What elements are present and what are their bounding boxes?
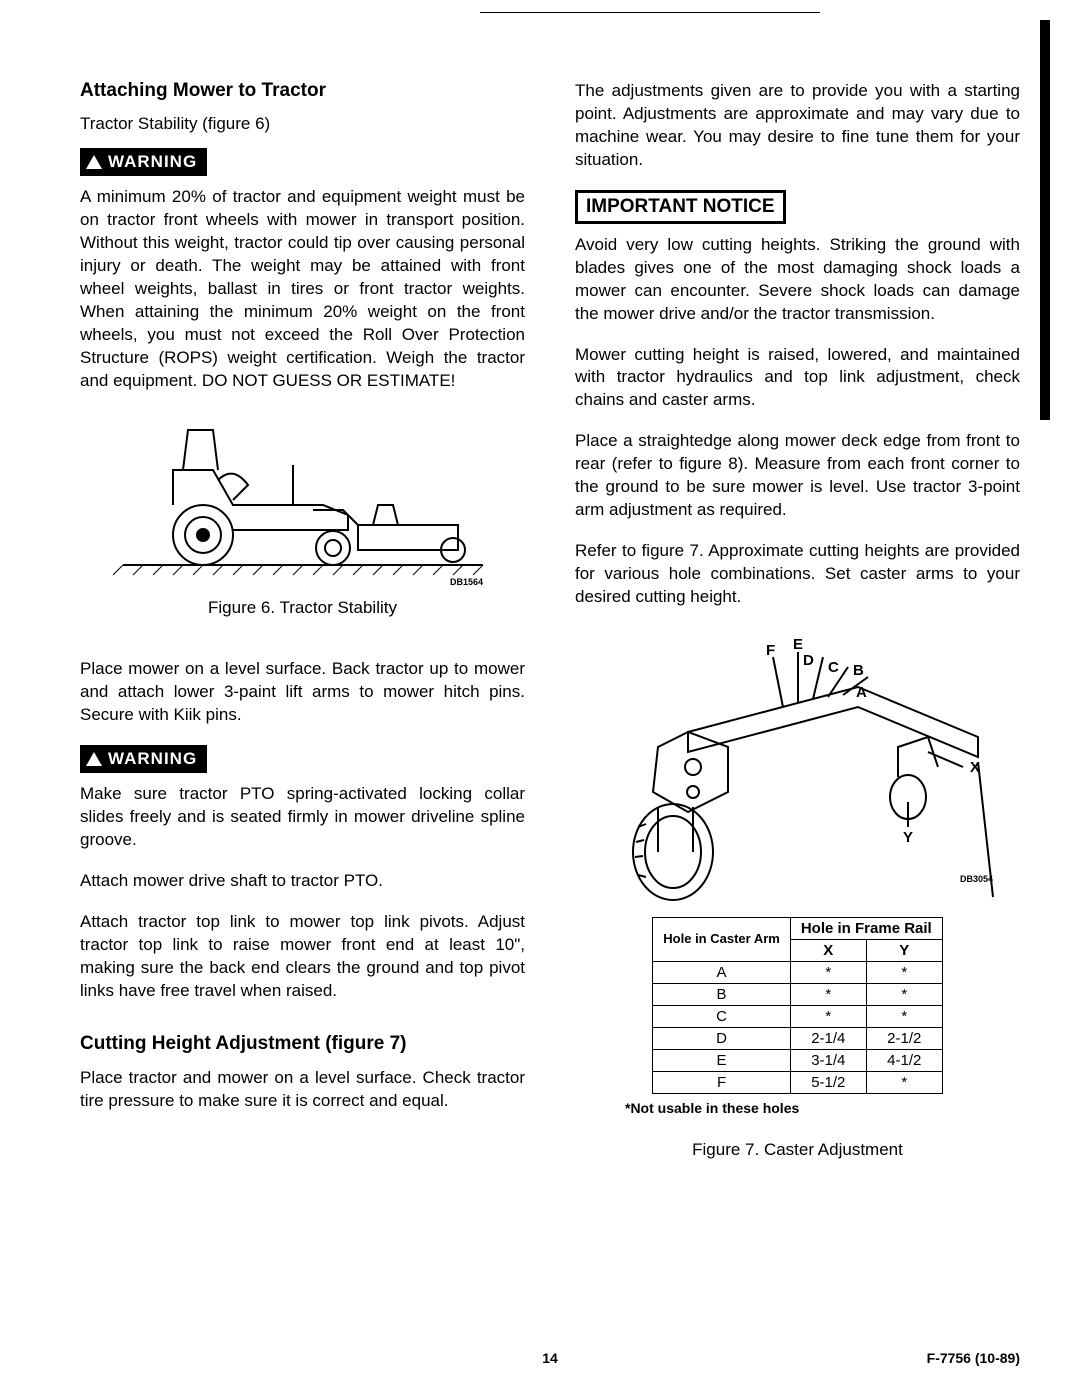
- page-edge-mark: [1040, 20, 1050, 420]
- heading-cutting-height: Cutting Height Adjustment (figure 7): [80, 1033, 525, 1055]
- para-top-link: Attach tractor top link to mower top lin…: [80, 911, 525, 1003]
- table-row: C**: [653, 1005, 942, 1027]
- warning-body-1: A minimum 20% of tractor and equipment w…: [80, 186, 525, 392]
- svg-text:A: A: [856, 684, 867, 701]
- col-y: Y: [866, 939, 942, 961]
- caster-adjustment-table: Hole in Caster Arm Hole in Frame Rail X …: [652, 917, 942, 1094]
- para-refer-fig7: Refer to figure 7. Approximate cutting h…: [575, 540, 1020, 609]
- warning-body-2: Make sure tractor PTO spring-activated l…: [80, 783, 525, 852]
- para-place-mower: Place mower on a level surface. Back tra…: [80, 658, 525, 727]
- right-column: The adjustments given are to provide you…: [575, 80, 1020, 1190]
- top-rule: [480, 12, 820, 13]
- col-group-header: Hole in Frame Rail: [790, 917, 942, 939]
- para-attach-shaft: Attach mower drive shaft to tractor PTO.: [80, 870, 525, 893]
- svg-text:C: C: [828, 659, 839, 676]
- figure-6-caption: Figure 6. Tractor Stability: [80, 598, 525, 618]
- subheading-stability: Tractor Stability (figure 6): [80, 114, 525, 134]
- svg-text:B: B: [853, 662, 864, 679]
- figure-6: DB1564 Figure 6. Tractor Stability: [80, 410, 525, 618]
- caster-adjustment-illustration: X Y F E D C B A DB3054: [598, 627, 998, 917]
- para-adjustments: The adjustments given are to provide you…: [575, 80, 1020, 172]
- table-footnote: *Not usable in these holes: [625, 1100, 1020, 1116]
- table-row: D2-1/42-1/2: [653, 1027, 942, 1049]
- warning-label-2: WARNING: [80, 745, 207, 773]
- svg-text:F: F: [766, 642, 775, 659]
- left-column: Attaching Mower to Tractor Tractor Stabi…: [80, 80, 525, 1190]
- svg-text:Y: Y: [903, 829, 913, 846]
- page-footer: 14 F-7756 (10-89): [80, 1350, 1020, 1366]
- figure-ref: DB1564: [449, 577, 482, 587]
- table-row: A**: [653, 961, 942, 983]
- warning-triangle-icon: [86, 752, 102, 766]
- notice-body: Avoid very low cutting heights. Striking…: [575, 234, 1020, 326]
- warning-text: WARNING: [108, 749, 197, 769]
- heading-attaching: Attaching Mower to Tractor: [80, 80, 525, 102]
- table-row: E3-1/44-1/2: [653, 1049, 942, 1071]
- important-notice-label: IMPORTANT NOTICE: [575, 190, 786, 224]
- tractor-stability-illustration: DB1564: [113, 410, 493, 590]
- warning-text: WARNING: [108, 152, 197, 172]
- col-x: X: [790, 939, 866, 961]
- warning-label-1: WARNING: [80, 148, 207, 176]
- para-cutting-height: Mower cutting height is raised, lowered,…: [575, 344, 1020, 413]
- table-row: B**: [653, 983, 942, 1005]
- svg-text:D: D: [803, 652, 814, 669]
- para-level-surface: Place tractor and mower on a level surfa…: [80, 1067, 525, 1113]
- table-row: F5-1/2*: [653, 1071, 942, 1093]
- two-column-layout: Attaching Mower to Tractor Tractor Stabi…: [80, 80, 1020, 1190]
- figure-7-caption: Figure 7. Caster Adjustment: [575, 1140, 1020, 1160]
- figure-ref: DB3054: [959, 874, 992, 884]
- doc-number: F-7756 (10-89): [927, 1350, 1020, 1366]
- para-straightedge: Place a straightedge along mower deck ed…: [575, 430, 1020, 522]
- svg-text:E: E: [793, 636, 803, 653]
- page-number: 14: [542, 1350, 558, 1366]
- figure-7: X Y F E D C B A DB3054 Hole in Caster A: [575, 627, 1020, 1160]
- warning-triangle-icon: [86, 155, 102, 169]
- row-header: Hole in Caster Arm: [653, 917, 791, 961]
